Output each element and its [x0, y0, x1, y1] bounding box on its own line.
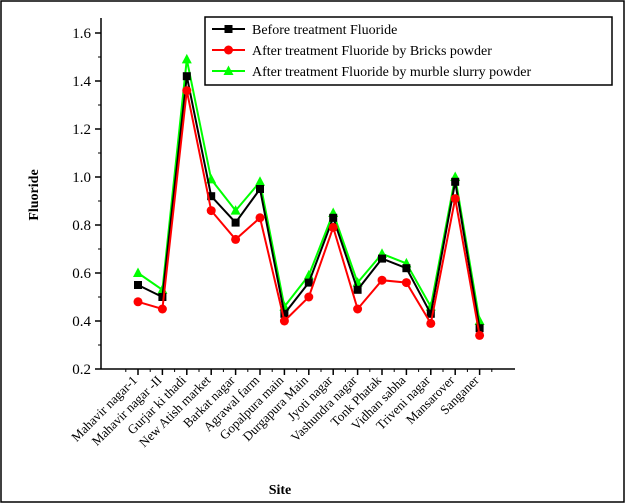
marker: [450, 194, 460, 204]
marker: [451, 177, 460, 186]
y-tick-label: 0.2: [72, 362, 91, 378]
legend-label: After treatment Fluoride by Bricks powde…: [252, 44, 492, 59]
marker: [157, 304, 167, 314]
marker: [223, 65, 234, 75]
y-tick-label: 0.8: [72, 218, 91, 234]
marker: [158, 293, 167, 301]
marker: [224, 45, 233, 55]
marker: [426, 309, 435, 318]
y-tick-label: 0.4: [72, 314, 91, 330]
x-axis-label: Site: [269, 483, 292, 498]
marker: [353, 304, 363, 314]
marker: [378, 254, 386, 263]
marker: [475, 330, 485, 340]
marker: [255, 176, 265, 186]
y-tick-label: 0.6: [72, 266, 91, 282]
marker: [133, 267, 143, 277]
marker: [231, 234, 241, 244]
marker: [256, 185, 264, 193]
legend-label: Before treatment Fluoride: [252, 23, 397, 38]
marker: [207, 192, 216, 201]
series: [134, 72, 484, 333]
legend-label: After treatment Fluoride by murble slurr…: [252, 65, 531, 80]
y-tick-label: 1.2: [72, 122, 91, 138]
marker: [182, 72, 191, 81]
marker: [133, 297, 143, 307]
marker: [224, 25, 233, 33]
marker: [255, 213, 265, 223]
marker: [181, 53, 192, 64]
marker: [475, 324, 484, 333]
marker: [304, 278, 313, 287]
marker: [182, 86, 192, 96]
marker: [230, 205, 241, 215]
y-tick-label: 1.0: [72, 170, 91, 186]
marker: [377, 275, 387, 285]
marker: [402, 264, 411, 273]
marker: [231, 218, 240, 227]
series: [133, 86, 485, 340]
marker: [328, 222, 338, 232]
marker: [206, 206, 216, 216]
marker: [304, 292, 314, 302]
marker: [279, 316, 289, 326]
y-tick-label: 1.4: [72, 74, 91, 90]
marker: [329, 213, 338, 222]
marker: [353, 285, 362, 294]
marker: [426, 318, 436, 328]
y-tick-label: 1.6: [72, 26, 91, 42]
series-line: [137, 76, 481, 329]
legend-box: [204, 16, 613, 86]
marker: [401, 278, 411, 288]
y-axis-label: Fluoride: [27, 169, 42, 220]
marker: [280, 309, 289, 318]
marker: [134, 281, 142, 289]
